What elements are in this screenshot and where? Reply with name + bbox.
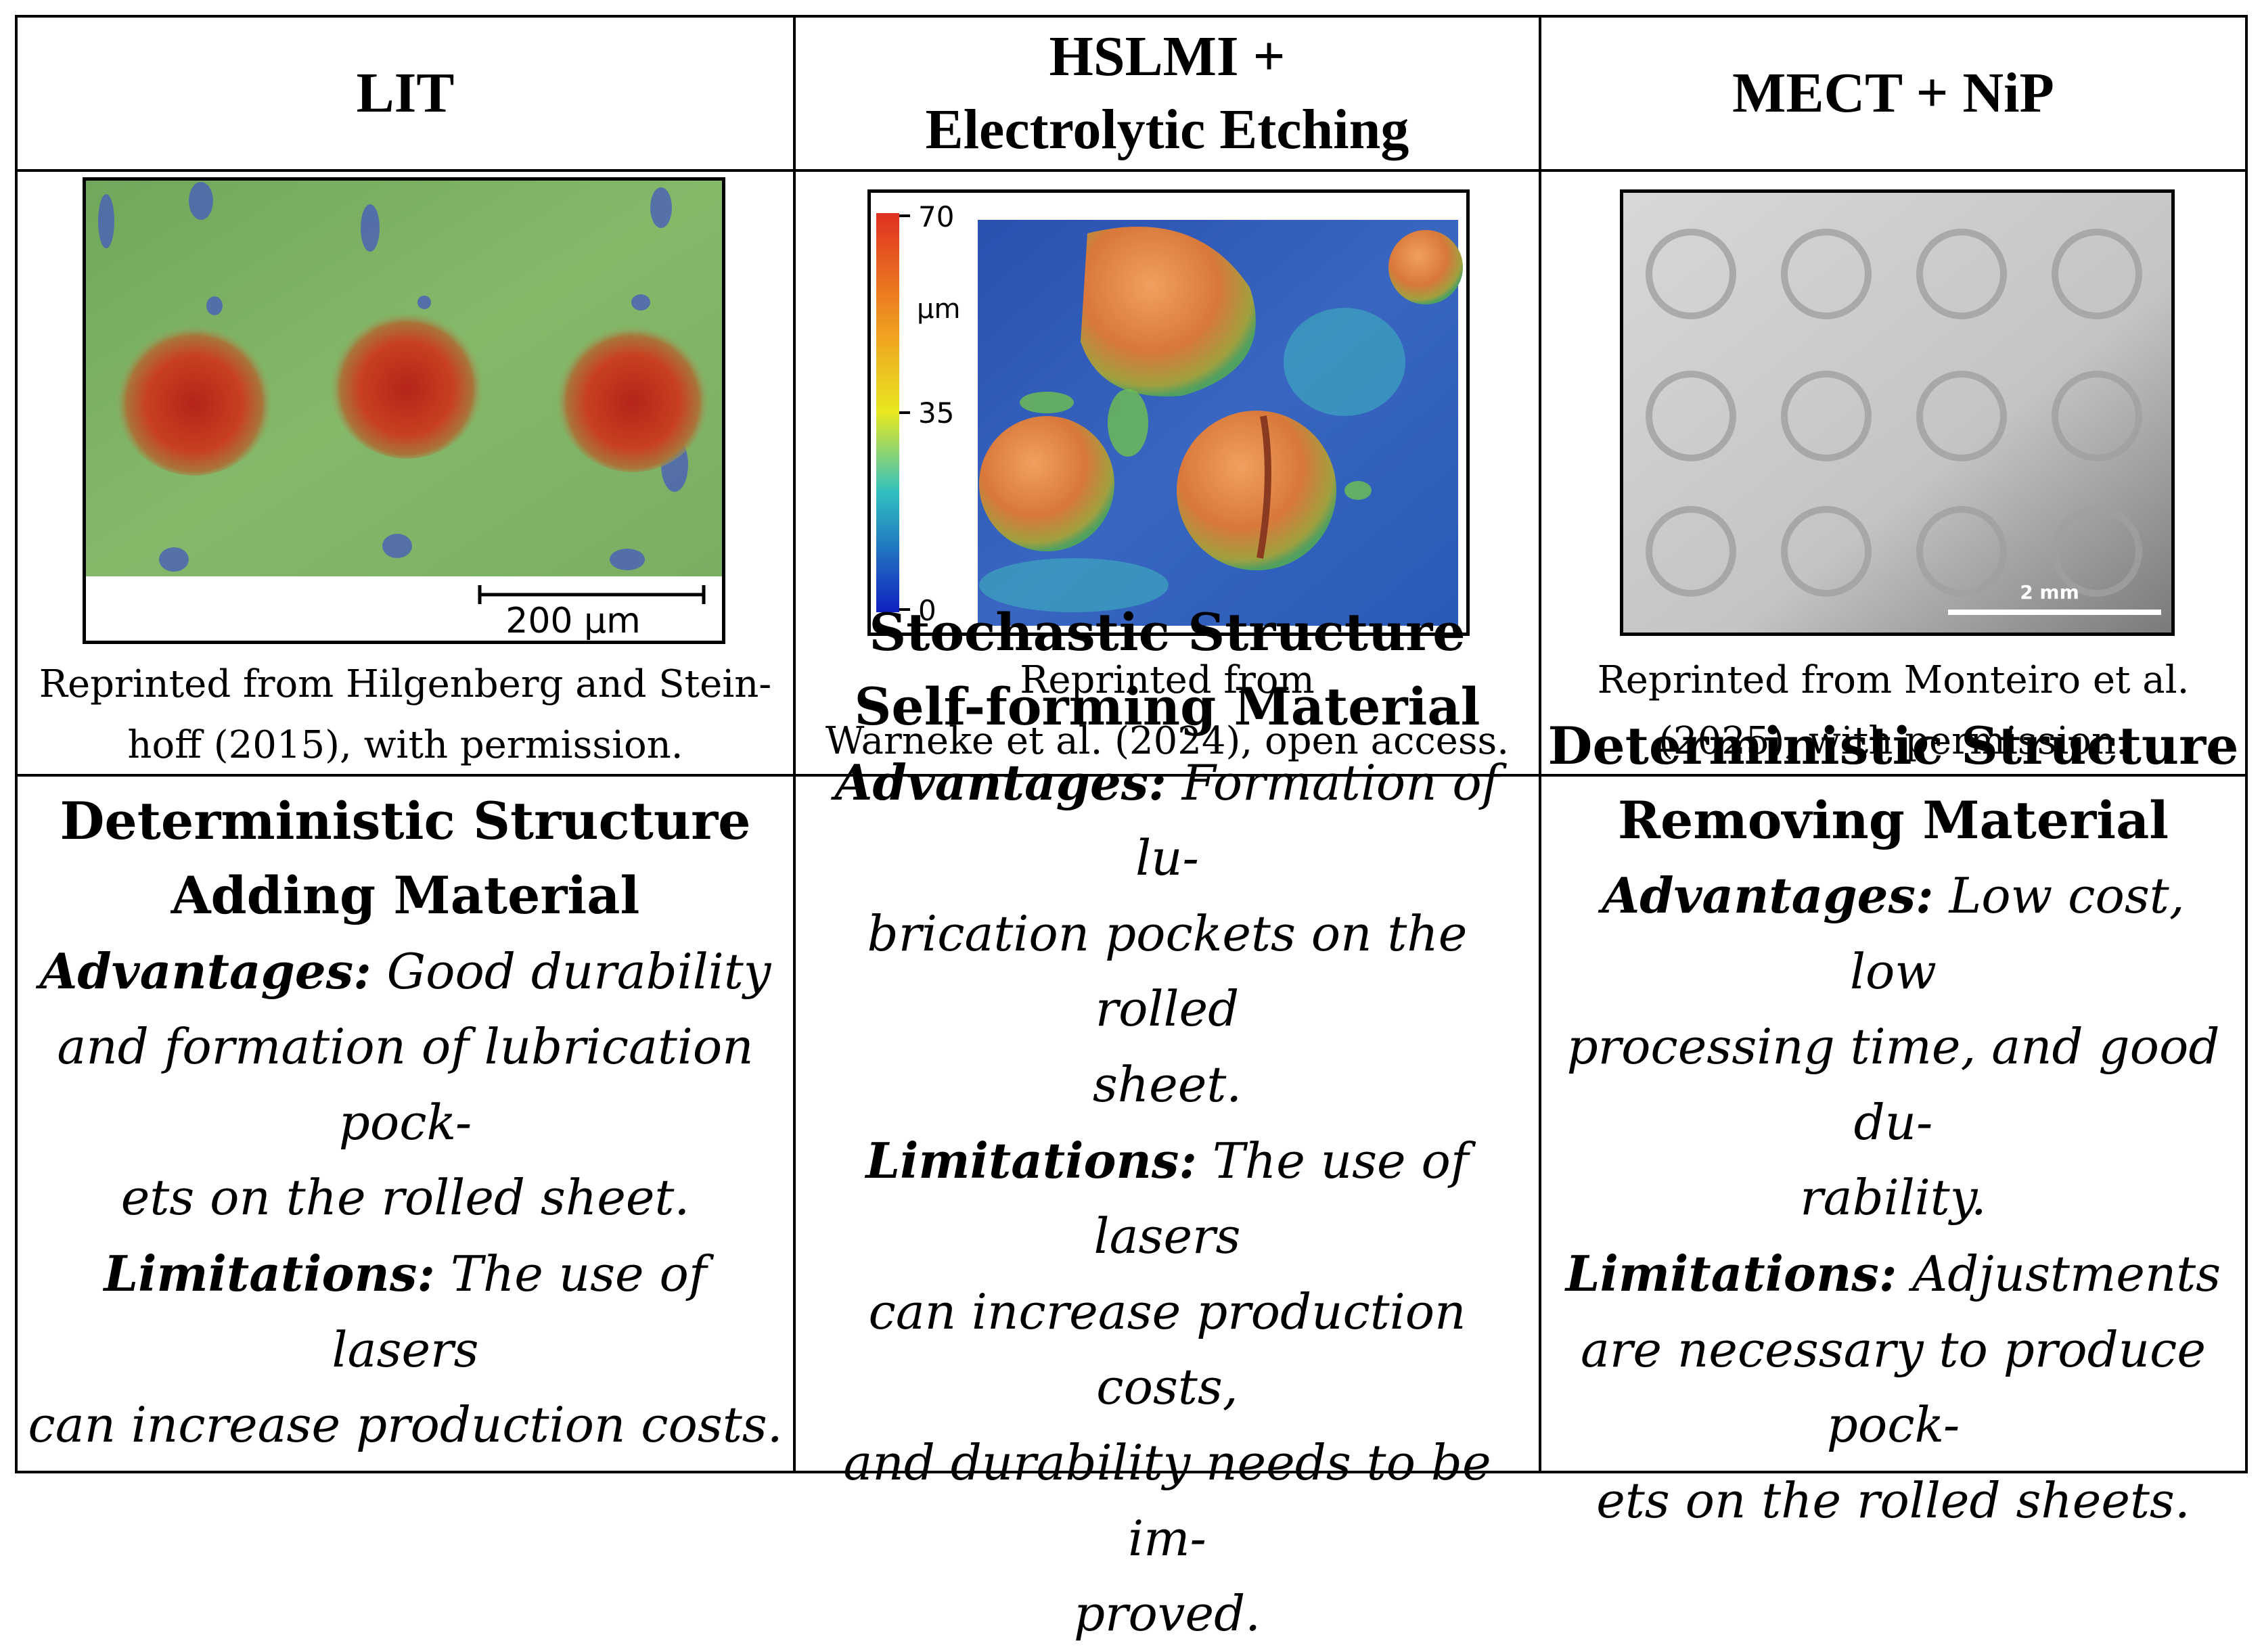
hslmi-surface-image: 70 µm 35 0 [871, 193, 1466, 633]
column-divider [1539, 18, 1541, 1471]
colorbar-max: 70 [918, 200, 954, 233]
row-divider [18, 774, 2245, 777]
colorbar-mid: 35 [918, 396, 954, 430]
lit-title: Deterministic Structure Adding Material [60, 791, 751, 926]
mect-title: Deterministic Structure Removing Materia… [1547, 715, 2239, 850]
mect-advantages: Advantages: Low cost, low processing tim… [1566, 867, 2220, 1226]
hslmi-micrograph: 70 µm 35 0 [867, 189, 1470, 636]
lit-surface-image: 200 µm [86, 181, 722, 641]
header-mect: MECT + NiP [1732, 62, 2054, 125]
colorbar-min: 0 [918, 594, 936, 627]
hslmi-advantages: Advantages: Formation of lu- brication p… [834, 753, 1500, 1113]
row-divider [18, 169, 2245, 172]
lit-caption: Reprinted from Hilgenberg and Stein- hof… [39, 662, 772, 767]
mect-caption: Reprinted from Monteiro et al. (2025), w… [1597, 658, 2190, 763]
scale-bar-label: 2 mm [2020, 581, 2079, 603]
mect-micrograph: 2 mm [1620, 189, 2175, 636]
header-hslmi: HSLMI + Electrolytic Etching [925, 25, 1409, 161]
mect-description: Deterministic Structure Removing Materia… [1541, 716, 2245, 1529]
lit-limitations: Limitations: The use of lasers can incre… [28, 1244, 783, 1454]
header-lit: LIT [356, 62, 455, 125]
colorbar [876, 213, 899, 612]
comparison-table: LIT HSLMI + Electrolytic Etching MECT + … [15, 15, 2248, 1642]
colorbar-unit: µm [917, 294, 960, 325]
hslmi-caption: Reprinted from Warneke et al. (2024), op… [825, 658, 1510, 763]
mect-limitations: Limitations: Adjustments are necessary t… [1565, 1244, 2221, 1529]
hslmi-description: Stochastic Structure Self-forming Materi… [796, 602, 1539, 1642]
hslmi-title: Stochastic Structure Self-forming Materi… [854, 602, 1480, 737]
lit-advantages: Advantages: Good durability and formatio… [39, 942, 771, 1226]
mect-surface-image: 2 mm [1623, 193, 2171, 633]
lit-micrograph: 200 µm [83, 177, 725, 644]
scale-bar-label: 200 µm [505, 601, 641, 641]
hslmi-limitations: Limitations: The use of lasers can incre… [843, 1131, 1491, 1643]
lit-description: Deterministic Structure Adding Material … [18, 777, 793, 1471]
column-divider [793, 18, 796, 1471]
